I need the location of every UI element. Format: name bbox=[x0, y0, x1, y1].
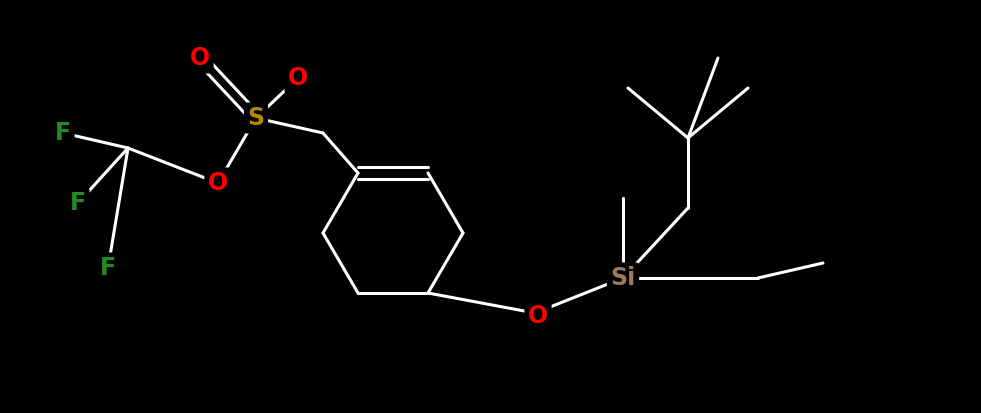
Text: O: O bbox=[288, 66, 308, 90]
Text: F: F bbox=[100, 256, 116, 280]
Text: O: O bbox=[528, 304, 548, 328]
Text: O: O bbox=[208, 171, 228, 195]
Text: S: S bbox=[247, 106, 265, 130]
Text: F: F bbox=[55, 121, 71, 145]
Text: F: F bbox=[70, 191, 86, 215]
Text: O: O bbox=[190, 46, 210, 70]
Text: Si: Si bbox=[610, 266, 636, 290]
